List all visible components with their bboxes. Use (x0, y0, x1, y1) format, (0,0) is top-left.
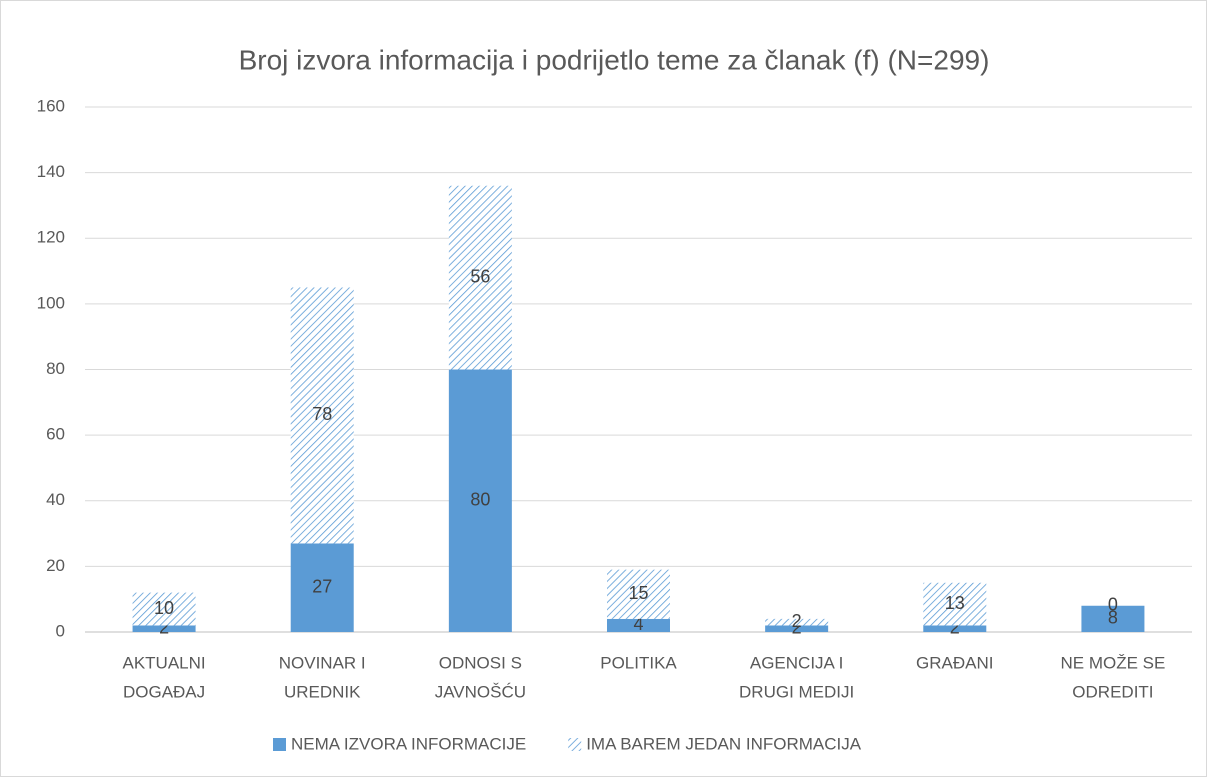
data-label: 15 (628, 583, 648, 603)
bar-segment (290, 543, 354, 632)
chart-title: Broj izvora informacija i podrijetlo tem… (239, 44, 990, 75)
legend-swatch (568, 738, 582, 751)
x-tick-label: UREDNIK (284, 682, 361, 701)
x-tick-label: GRAĐANI (916, 653, 993, 672)
y-tick-label: 20 (46, 556, 65, 575)
bar-segment (448, 185, 512, 370)
data-label: 78 (312, 404, 332, 424)
data-label: 8 (1108, 608, 1118, 628)
bar-segment (923, 582, 987, 626)
bar-segment (607, 618, 670, 632)
x-tick-label: AGENCIJA I (750, 653, 844, 672)
data-label: 80 (470, 490, 490, 510)
bar-segment (765, 625, 829, 632)
y-tick-label: 100 (37, 293, 65, 312)
bar-segment (923, 625, 987, 632)
y-tick-label: 160 (37, 96, 65, 115)
x-tick-label: DOGAĐAJ (123, 682, 205, 701)
x-tick-label: ODNOSI S (439, 653, 522, 672)
data-label: 2 (792, 611, 802, 631)
bar-segment (607, 569, 670, 619)
data-label: 13 (945, 593, 965, 613)
x-tick-label: NE MOŽE SE (1060, 653, 1165, 672)
bar-segment (132, 625, 196, 632)
y-tick-label: 0 (56, 621, 65, 640)
data-label: 2 (792, 617, 802, 637)
x-tick-label: POLITIKA (600, 653, 677, 672)
legend-label: NEMA IZVORA INFORMACIJE (291, 734, 526, 753)
x-tick-label: JAVNOŠĆU (435, 682, 526, 701)
data-label: 10 (154, 598, 174, 618)
data-label: 0 (1108, 595, 1118, 615)
bar-segment (132, 592, 196, 626)
y-tick-label: 40 (46, 490, 65, 509)
data-label: 2 (159, 617, 169, 637)
x-tick-label: DRUGI MEDIJI (739, 682, 854, 701)
y-tick-label: 140 (37, 162, 65, 181)
x-tick-label: NOVINAR I (279, 653, 366, 672)
legend-swatch (273, 738, 286, 751)
legend-label: IMA BAREM JEDAN INFORMACIJA (586, 734, 862, 753)
bar-segment (1081, 605, 1145, 632)
data-label: 2 (950, 617, 960, 637)
y-tick-label: 60 (46, 425, 65, 444)
data-label: 56 (470, 266, 490, 286)
bar-segment (448, 369, 512, 632)
bar-segment (765, 618, 829, 626)
y-tick-label: 80 (46, 359, 65, 378)
data-label: 4 (633, 614, 643, 634)
data-label: 27 (312, 576, 332, 596)
y-tick-label: 120 (37, 228, 65, 247)
x-tick-label: ODREDITI (1072, 682, 1153, 701)
x-tick-label: AKTUALNI (123, 653, 206, 672)
bar-segment (290, 287, 354, 544)
